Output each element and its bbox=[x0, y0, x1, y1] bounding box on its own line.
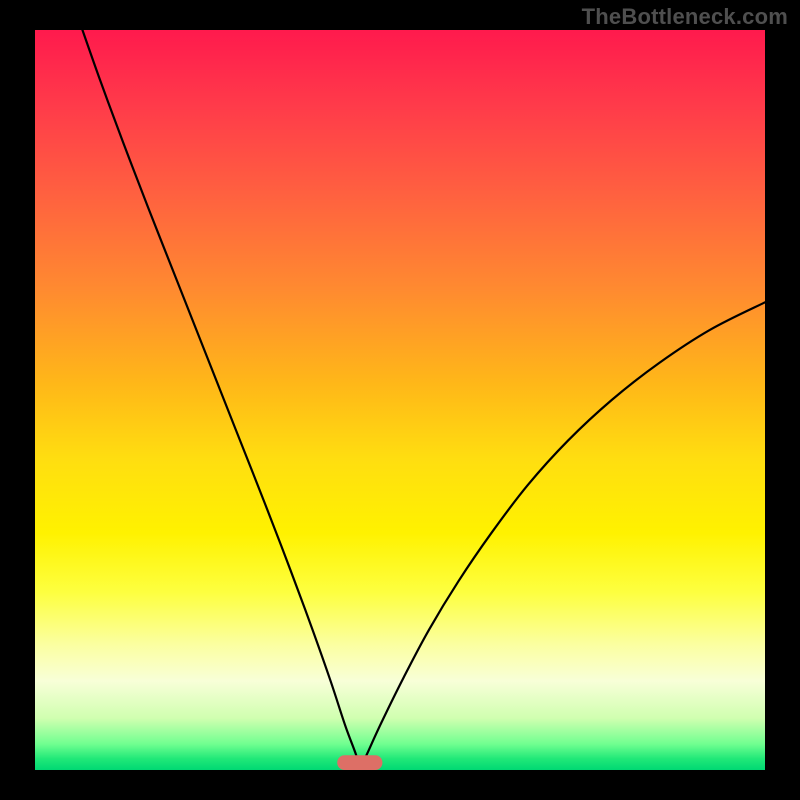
bottom-marker-pill bbox=[337, 755, 382, 770]
plot-area bbox=[35, 30, 765, 770]
canvas: TheBottleneck.com bbox=[0, 0, 800, 800]
gradient-background bbox=[35, 30, 765, 770]
chart-svg bbox=[35, 30, 765, 770]
watermark-text: TheBottleneck.com bbox=[582, 4, 788, 30]
